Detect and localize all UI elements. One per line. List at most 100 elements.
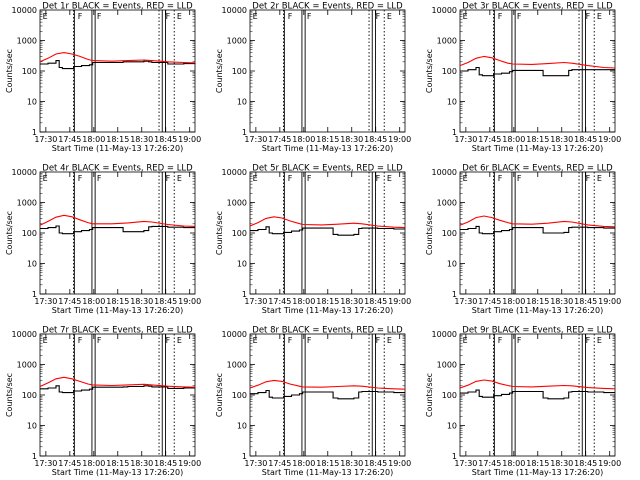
x-tick-label: 19:00 xyxy=(388,135,411,144)
x-tick-label: 18:00 xyxy=(292,135,315,144)
y-tick-label: 10 xyxy=(27,260,37,269)
y-tick-label: 10000 xyxy=(222,6,247,15)
marker-label: F xyxy=(288,336,293,345)
y-tick-label: 1000 xyxy=(437,361,457,370)
y-tick-label: 1000 xyxy=(437,37,457,46)
plot-frame xyxy=(39,9,196,133)
x-tick-label: 19:00 xyxy=(388,459,411,468)
marker-label: F xyxy=(517,336,522,345)
y-tick-label: 10 xyxy=(447,422,457,431)
panel-3: Det 3r BLACK = Events, RED = LLD 1 10 100 10… xyxy=(425,2,621,154)
y-tick-label: 1 xyxy=(452,290,457,299)
marker-label: F xyxy=(307,174,312,183)
y-axis-label: Counts/sec xyxy=(5,49,14,93)
marker-label: F xyxy=(97,12,102,21)
x-axis-label: Start Time (11-May-13 17:26:20) xyxy=(472,468,603,477)
marker-label: E xyxy=(43,12,48,21)
y-tick-label: 10000 xyxy=(432,330,457,339)
events-series-line xyxy=(40,225,195,235)
marker-label: F xyxy=(288,174,293,183)
plot-frame xyxy=(459,171,616,295)
y-tick-label: 100 xyxy=(22,229,37,238)
y-axis-label: Counts/sec xyxy=(425,49,434,93)
marker-label: F xyxy=(97,174,102,183)
x-tick-label: 18:15 xyxy=(316,297,339,306)
y-tick-label: 100 xyxy=(22,391,37,400)
y-tick-label: 1000 xyxy=(227,199,247,208)
panel-title: Det 2r BLACK = Events, RED = LLD xyxy=(252,2,403,12)
y-tick-label: 1 xyxy=(32,452,37,461)
x-tick-label: 19:00 xyxy=(178,459,201,468)
y-tick-label: 100 xyxy=(442,229,457,238)
panel-4: Det 4r BLACK = Events, RED = LLD 1 10 100 10… xyxy=(5,164,201,316)
plot-frame xyxy=(249,171,406,295)
x-tick-label: 18:15 xyxy=(526,135,549,144)
x-tick-label: 18:15 xyxy=(106,459,129,468)
x-tick-label: 18:00 xyxy=(502,135,525,144)
x-tick-label: 18:00 xyxy=(82,459,105,468)
y-axis-label: Counts/sec xyxy=(215,373,224,417)
marker-label: F xyxy=(586,12,591,21)
marker-label: E xyxy=(387,12,392,21)
x-axis-label: Start Time (11-May-13 17:26:20) xyxy=(52,468,183,477)
x-axis-label: Start Time (11-May-13 17:26:20) xyxy=(262,144,393,153)
marker-label: E xyxy=(387,336,392,345)
panel-title: Det 8r BLACK = Events, RED = LLD xyxy=(252,326,403,336)
marker-label: E xyxy=(463,12,468,21)
plot-frame xyxy=(249,333,406,457)
lld-series-line xyxy=(249,379,406,390)
y-tick-label: 1 xyxy=(32,290,37,299)
y-tick-label: 10000 xyxy=(432,6,457,15)
x-tick-label: 17:30 xyxy=(34,459,57,468)
y-axis-label: Counts/sec xyxy=(425,211,434,255)
marker-label: E xyxy=(463,336,468,345)
y-tick-label: 1000 xyxy=(227,37,247,46)
y-tick-label: 10000 xyxy=(432,168,457,177)
y-tick-label: 1 xyxy=(452,128,457,137)
y-tick-label: 10 xyxy=(237,422,247,431)
y-tick-label: 1000 xyxy=(17,361,37,370)
x-tick-label: 17:30 xyxy=(34,297,57,306)
y-tick-label: 1 xyxy=(242,128,247,137)
y-tick-label: 10000 xyxy=(222,168,247,177)
panel-title: Det 6r BLACK = Events, RED = LLD xyxy=(462,164,613,174)
panel-6: Det 6r BLACK = Events, RED = LLD 1 10 100 10… xyxy=(425,164,621,316)
y-tick-label: 10 xyxy=(237,260,247,269)
lld-series-line xyxy=(459,55,616,69)
y-axis-label: Counts/sec xyxy=(5,211,14,255)
marker-label: F xyxy=(376,336,381,345)
x-tick-label: 19:00 xyxy=(178,135,201,144)
y-tick-label: 10 xyxy=(447,98,457,107)
x-tick-label: 18:30 xyxy=(130,135,153,144)
events-series-line xyxy=(460,225,615,235)
x-tick-label: 17:45 xyxy=(58,297,81,306)
x-tick-label: 18:15 xyxy=(106,297,129,306)
marker-label: F xyxy=(166,336,171,345)
x-tick-label: 17:30 xyxy=(454,297,477,306)
panel-5: Det 5r BLACK = Events, RED = LLD 1 10 100 10… xyxy=(215,164,411,316)
marker-label: F xyxy=(586,336,591,345)
y-tick-label: 1000 xyxy=(227,361,247,370)
x-tick-label: 18:45 xyxy=(574,459,597,468)
y-tick-label: 100 xyxy=(232,391,247,400)
x-tick-label: 19:00 xyxy=(388,297,411,306)
y-tick-label: 1 xyxy=(242,290,247,299)
x-tick-label: 18:15 xyxy=(526,459,549,468)
marker-label: F xyxy=(78,12,83,21)
x-tick-label: 17:30 xyxy=(454,135,477,144)
marker-label: F xyxy=(586,174,591,183)
marker-label: F xyxy=(78,336,83,345)
marker-label: E xyxy=(597,174,602,183)
marker-label: F xyxy=(498,12,503,21)
x-tick-label: 18:15 xyxy=(316,459,339,468)
x-tick-label: 18:30 xyxy=(130,297,153,306)
x-axis-label: Start Time (11-May-13 17:26:20) xyxy=(262,468,393,477)
x-tick-label: 18:00 xyxy=(82,135,105,144)
x-tick-label: 18:45 xyxy=(364,459,387,468)
x-axis-label: Start Time (11-May-13 17:26:20) xyxy=(52,144,183,153)
x-tick-label: 19:00 xyxy=(598,459,621,468)
x-tick-label: 18:45 xyxy=(154,297,177,306)
x-tick-label: 19:00 xyxy=(598,297,621,306)
y-tick-label: 100 xyxy=(442,391,457,400)
